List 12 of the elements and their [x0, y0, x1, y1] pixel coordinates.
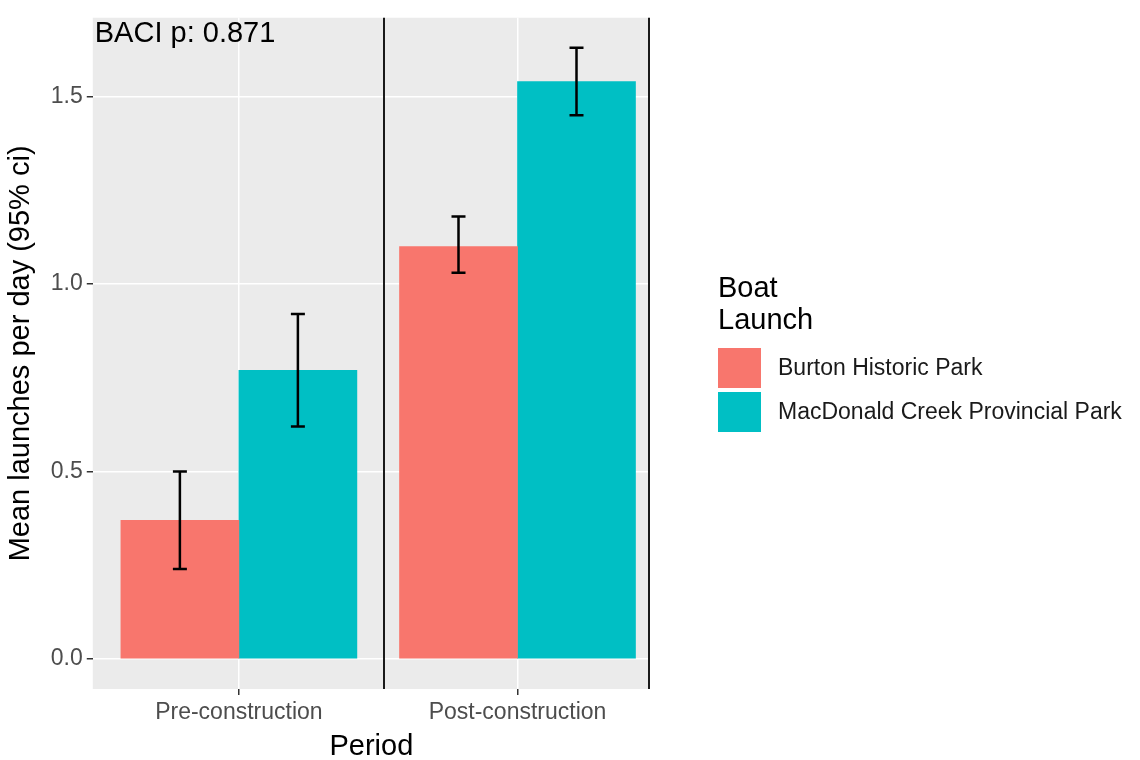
y-tick-label: 1.0 — [50, 269, 83, 296]
annotation: BACI p: 0.871 — [94, 16, 276, 49]
y-tick-label: 0.5 — [50, 456, 83, 483]
y-tick-label: 1.5 — [50, 81, 83, 108]
legend-label: MacDonald Creek Provincial Park — [778, 398, 1122, 426]
y-axis-title: Mean launches per day (95% ci) — [3, 145, 36, 562]
x-tick-label: Pre-construction — [155, 697, 323, 724]
legend-title: Boat Launch — [718, 270, 814, 336]
x-axis-title: Period — [329, 729, 414, 760]
y-tick-label: 0.0 — [50, 644, 83, 671]
x-tick-label: Post-construction — [428, 697, 607, 724]
legend-label: Burton Historic Park — [778, 354, 983, 382]
